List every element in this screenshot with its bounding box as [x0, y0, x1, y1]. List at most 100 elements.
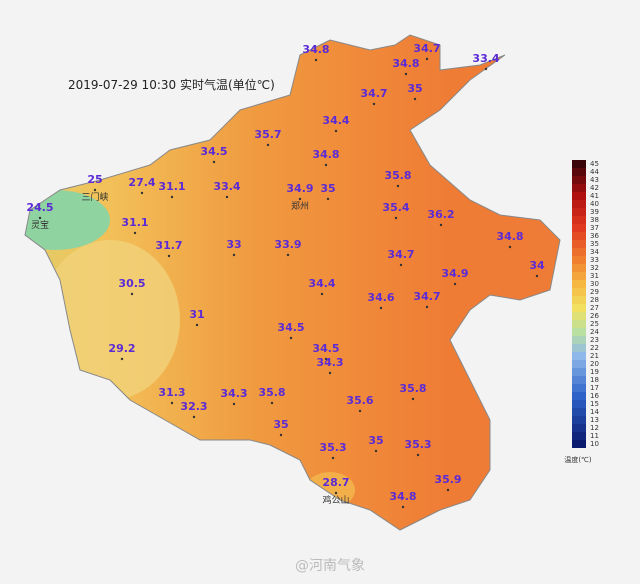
station-dot — [324, 357, 328, 361]
colorbar-tick: 10 — [590, 440, 599, 448]
station-dot — [446, 488, 450, 492]
colorbar-tick: 35 — [590, 240, 599, 248]
colorbar-tick: 41 — [590, 192, 599, 200]
station-dot — [425, 305, 429, 309]
station-dot — [298, 197, 302, 201]
station-dot — [289, 336, 293, 340]
station-dot — [413, 97, 417, 101]
station-dot — [232, 253, 236, 257]
temperature-label: 31.1 — [158, 180, 185, 193]
temperature-label: 24.5 — [26, 201, 53, 214]
station-dot — [535, 274, 539, 278]
colorbar-cell — [572, 424, 586, 432]
station-dot — [195, 323, 199, 327]
temperature-label: 35 — [320, 182, 335, 195]
station-dot — [326, 197, 330, 201]
temperature-label: 34.8 — [392, 57, 419, 70]
colorbar-cell — [572, 216, 586, 224]
station-dot — [396, 184, 400, 188]
station-dot — [372, 102, 376, 106]
colorbar-cell — [572, 192, 586, 200]
colorbar-tick: 25 — [590, 320, 599, 328]
colorbar-cell — [572, 304, 586, 312]
colorbar-label: 温度(℃) — [564, 455, 592, 464]
temperature-label: 35.4 — [382, 201, 409, 214]
colorbar-tick: 45 — [590, 160, 599, 168]
station-name: 灵宝 — [31, 219, 49, 231]
temperature-label: 30.5 — [118, 277, 145, 290]
station-dot — [399, 263, 403, 267]
temperature-label: 28.7 — [322, 476, 349, 489]
colorbar-tick: 32 — [590, 264, 599, 272]
temperature-label: 29.2 — [108, 342, 135, 355]
station-dot — [394, 216, 398, 220]
temperature-label: 31.3 — [158, 386, 185, 399]
temperature-label: 35.6 — [346, 394, 373, 407]
station-dot — [170, 195, 174, 199]
station-dot — [167, 254, 171, 258]
temperature-label: 34.5 — [200, 145, 227, 158]
station-dot — [140, 191, 144, 195]
temperature-label: 31 — [189, 308, 204, 321]
colorbar-cell — [572, 432, 586, 440]
station-dot — [374, 449, 378, 453]
temperature-label: 34.7 — [413, 290, 440, 303]
station-dot — [411, 397, 415, 401]
colorbar-cell — [572, 400, 586, 408]
temperature-label: 34.7 — [387, 248, 414, 261]
station-dot — [266, 143, 270, 147]
colorbar-tick: 23 — [590, 336, 599, 344]
colorbar-tick: 22 — [590, 344, 599, 352]
station-dot — [401, 505, 405, 509]
colorbar-cell — [572, 352, 586, 360]
temperature-label: 34.8 — [389, 490, 416, 503]
temperature-label: 35.3 — [404, 438, 431, 451]
temperature-label: 34.5 — [277, 321, 304, 334]
temperature-label: 25 — [87, 173, 102, 186]
temperature-label: 33 — [226, 238, 241, 251]
station-dot — [358, 409, 362, 413]
colorbar-cell — [572, 184, 586, 192]
colorbar-tick: 31 — [590, 272, 599, 280]
colorbar-tick: 37 — [590, 224, 599, 232]
station-dot — [334, 129, 338, 133]
temperature-label: 34.4 — [322, 114, 349, 127]
colorbar-cell — [572, 392, 586, 400]
station-dot — [93, 188, 97, 192]
temperature-label: 33.4 — [472, 52, 499, 65]
temperature-label: 35.8 — [258, 386, 285, 399]
colorbar-cell — [572, 272, 586, 280]
colorbar-tick: 44 — [590, 168, 599, 176]
station-dot — [279, 433, 283, 437]
temperature-label: 34.5 — [312, 342, 339, 355]
colorbar-tick: 20 — [590, 360, 599, 368]
colorbar-tick: 12 — [590, 424, 599, 432]
colorbar-tick: 26 — [590, 312, 599, 320]
colorbar-cell — [572, 208, 586, 216]
colorbar-cell — [572, 336, 586, 344]
colorbar-tick: 38 — [590, 216, 599, 224]
colorbar-cell — [572, 376, 586, 384]
temperature-label: 34.8 — [496, 230, 523, 243]
station-dot — [404, 72, 408, 76]
temperature-label: 35 — [407, 82, 422, 95]
colorbar-tick: 15 — [590, 400, 599, 408]
temperature-label: 33.9 — [274, 238, 301, 251]
temperature-label: 31.7 — [155, 239, 182, 252]
temperature-label: 34.9 — [441, 267, 468, 280]
colorbar-cell — [572, 200, 586, 208]
station-dot — [130, 292, 134, 296]
colorbar-cell — [572, 232, 586, 240]
temperature-label: 35.9 — [434, 473, 461, 486]
colorbar-cell — [572, 368, 586, 376]
temperature-label: 34.3 — [316, 356, 343, 369]
station-dot — [192, 415, 196, 419]
colorbar-tick: 27 — [590, 304, 599, 312]
colorbar-cell — [572, 288, 586, 296]
colorbar-tick: 33 — [590, 256, 599, 264]
temperature-label: 35 — [273, 418, 288, 431]
colorbar-tick: 39 — [590, 208, 599, 216]
colorbar-cell — [572, 328, 586, 336]
station-dot — [286, 253, 290, 257]
